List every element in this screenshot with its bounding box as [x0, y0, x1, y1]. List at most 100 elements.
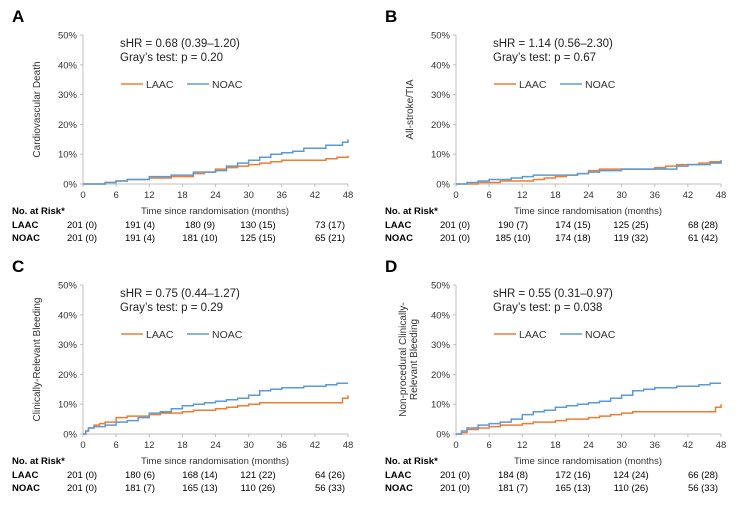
risk-row-name-laac: LAAC [12, 470, 39, 481]
legend: LAAC NOAC [121, 329, 243, 341]
y-tick-label: 0% [436, 180, 450, 191]
x-tick-label: 24 [583, 440, 594, 451]
y-axis-label: Non-procedural Clinically-Relevant Bleed… [398, 302, 420, 417]
y-axis-label-line: Cardiovascular Death [32, 61, 43, 157]
y-tick-label: 30% [58, 90, 78, 101]
x-tick-label: 12 [144, 440, 155, 451]
series-line-noac [83, 382, 348, 435]
x-tick-label: 12 [517, 440, 528, 451]
y-tick-label: 20% [58, 120, 78, 131]
panel-c: C 0% 10% 20% 30% 40% 50% 0 6 12 18 24 30 36 42 48 Clinic… [12, 257, 353, 494]
risk-cell: 201 (0) [67, 470, 97, 481]
y-tick-label: 50% [58, 281, 78, 292]
series-line-laac [83, 395, 349, 435]
panel-letter: C [12, 257, 24, 276]
x-tick-label: 48 [716, 440, 727, 451]
legend: LAAC NOAC [494, 329, 616, 341]
x-tick-label: 0 [453, 190, 458, 201]
risk-cell: 61 (42) [688, 233, 718, 244]
x-tick-label: 6 [486, 440, 491, 451]
y-tick-label: 10% [431, 150, 451, 161]
y-axis-label-line: Clinically-Relevant Bleeding [32, 298, 43, 422]
risk-cell: 130 (15) [240, 220, 275, 231]
y-tick-label: 40% [58, 60, 78, 71]
risk-table-header: No. at Risk* [385, 456, 438, 467]
risk-row-name-laac: LAAC [385, 470, 412, 481]
risk-row-name-laac: LAAC [385, 220, 412, 231]
x-tick-label: 36 [649, 190, 660, 201]
y-tick-label: 20% [431, 120, 451, 131]
risk-cell: 191 (4) [125, 233, 155, 244]
legend-label-noac: NOAC [212, 329, 243, 341]
risk-cell: 201 (0) [440, 233, 470, 244]
x-tick-label: 36 [649, 440, 660, 451]
y-tick-label: 0% [63, 180, 77, 191]
shr-text: sHR = 0.75 (0.44–1.27) [120, 288, 240, 300]
x-tick-label: 42 [683, 190, 694, 201]
legend-label-noac: NOAC [585, 329, 616, 341]
risk-row-name-laac: LAAC [12, 220, 39, 231]
x-tick-label: 42 [683, 440, 694, 451]
x-axis-label: Time since randomisation (months) [514, 206, 662, 217]
risk-cell: 121 (22) [240, 470, 275, 481]
x-tick-label: 42 [310, 190, 321, 201]
risk-cell: 165 (13) [555, 483, 590, 494]
y-tick-label: 30% [431, 90, 451, 101]
risk-row-name-noac: NOAC [385, 483, 413, 494]
risk-row-name-noac: NOAC [385, 233, 413, 244]
risk-cell: 180 (9) [185, 220, 215, 231]
x-tick-label: 30 [616, 190, 627, 201]
risk-cell: 174 (15) [555, 220, 590, 231]
shr-text: sHR = 0.55 (0.31–0.97) [493, 288, 613, 300]
y-tick-label: 50% [431, 31, 451, 42]
risk-cell: 119 (32) [614, 233, 649, 244]
legend-label-noac: NOAC [212, 79, 243, 91]
risk-cell: 165 (13) [182, 483, 217, 494]
y-axis-label-line: Relevant Bleeding [409, 319, 420, 400]
x-tick-label: 18 [550, 190, 561, 201]
risk-cell: 174 (18) [555, 233, 590, 244]
risk-cell: 201 (0) [67, 483, 97, 494]
risk-cell: 124 (24) [613, 470, 648, 481]
risk-table-header: No. at Risk* [12, 206, 65, 217]
x-tick-label: 48 [343, 440, 354, 451]
risk-cell: 201 (0) [440, 220, 470, 231]
risk-cell: 68 (28) [688, 220, 718, 231]
panel-letter: B [385, 7, 397, 26]
x-tick-label: 24 [583, 190, 594, 201]
x-tick-label: 48 [716, 190, 727, 201]
legend-label-laac: LAAC [519, 79, 547, 91]
legend-label-laac: LAAC [146, 329, 174, 341]
x-tick-label: 30 [616, 440, 627, 451]
x-tick-label: 30 [243, 440, 254, 451]
x-tick-label: 48 [343, 190, 354, 201]
x-tick-label: 42 [310, 440, 321, 451]
risk-cell: 190 (7) [498, 220, 528, 231]
risk-cell: 172 (16) [555, 470, 590, 481]
risk-cell: 66 (28) [688, 470, 718, 481]
risk-cell: 56 (33) [315, 483, 345, 494]
panel-d: D 0% 10% 20% 30% 40% 50% 0 6 12 18 24 30 36 42 48 Non-pr… [385, 257, 726, 494]
risk-table-header: No. at Risk* [385, 206, 438, 217]
grays-test-text: Gray’s test: p = 0.67 [493, 52, 596, 64]
y-tick-label: 50% [431, 281, 451, 292]
risk-cell: 184 (8) [498, 470, 528, 481]
y-tick-label: 10% [58, 400, 78, 411]
y-tick-label: 10% [431, 400, 451, 411]
x-tick-label: 0 [80, 190, 85, 201]
risk-cell: 191 (4) [125, 220, 155, 231]
risk-cell: 201 (0) [67, 220, 97, 231]
x-tick-label: 24 [210, 440, 221, 451]
y-tick-label: 40% [431, 60, 451, 71]
y-tick-label: 0% [436, 430, 450, 441]
x-tick-label: 24 [210, 190, 221, 201]
x-axis-label: Time since randomisation (months) [141, 206, 289, 217]
x-tick-label: 6 [486, 190, 491, 201]
risk-cell: 125 (25) [613, 220, 648, 231]
x-tick-label: 12 [144, 190, 155, 201]
series-line-noac [83, 139, 349, 185]
legend-label-noac: NOAC [585, 79, 616, 91]
risk-cell: 65 (21) [315, 233, 345, 244]
y-tick-label: 10% [58, 150, 78, 161]
